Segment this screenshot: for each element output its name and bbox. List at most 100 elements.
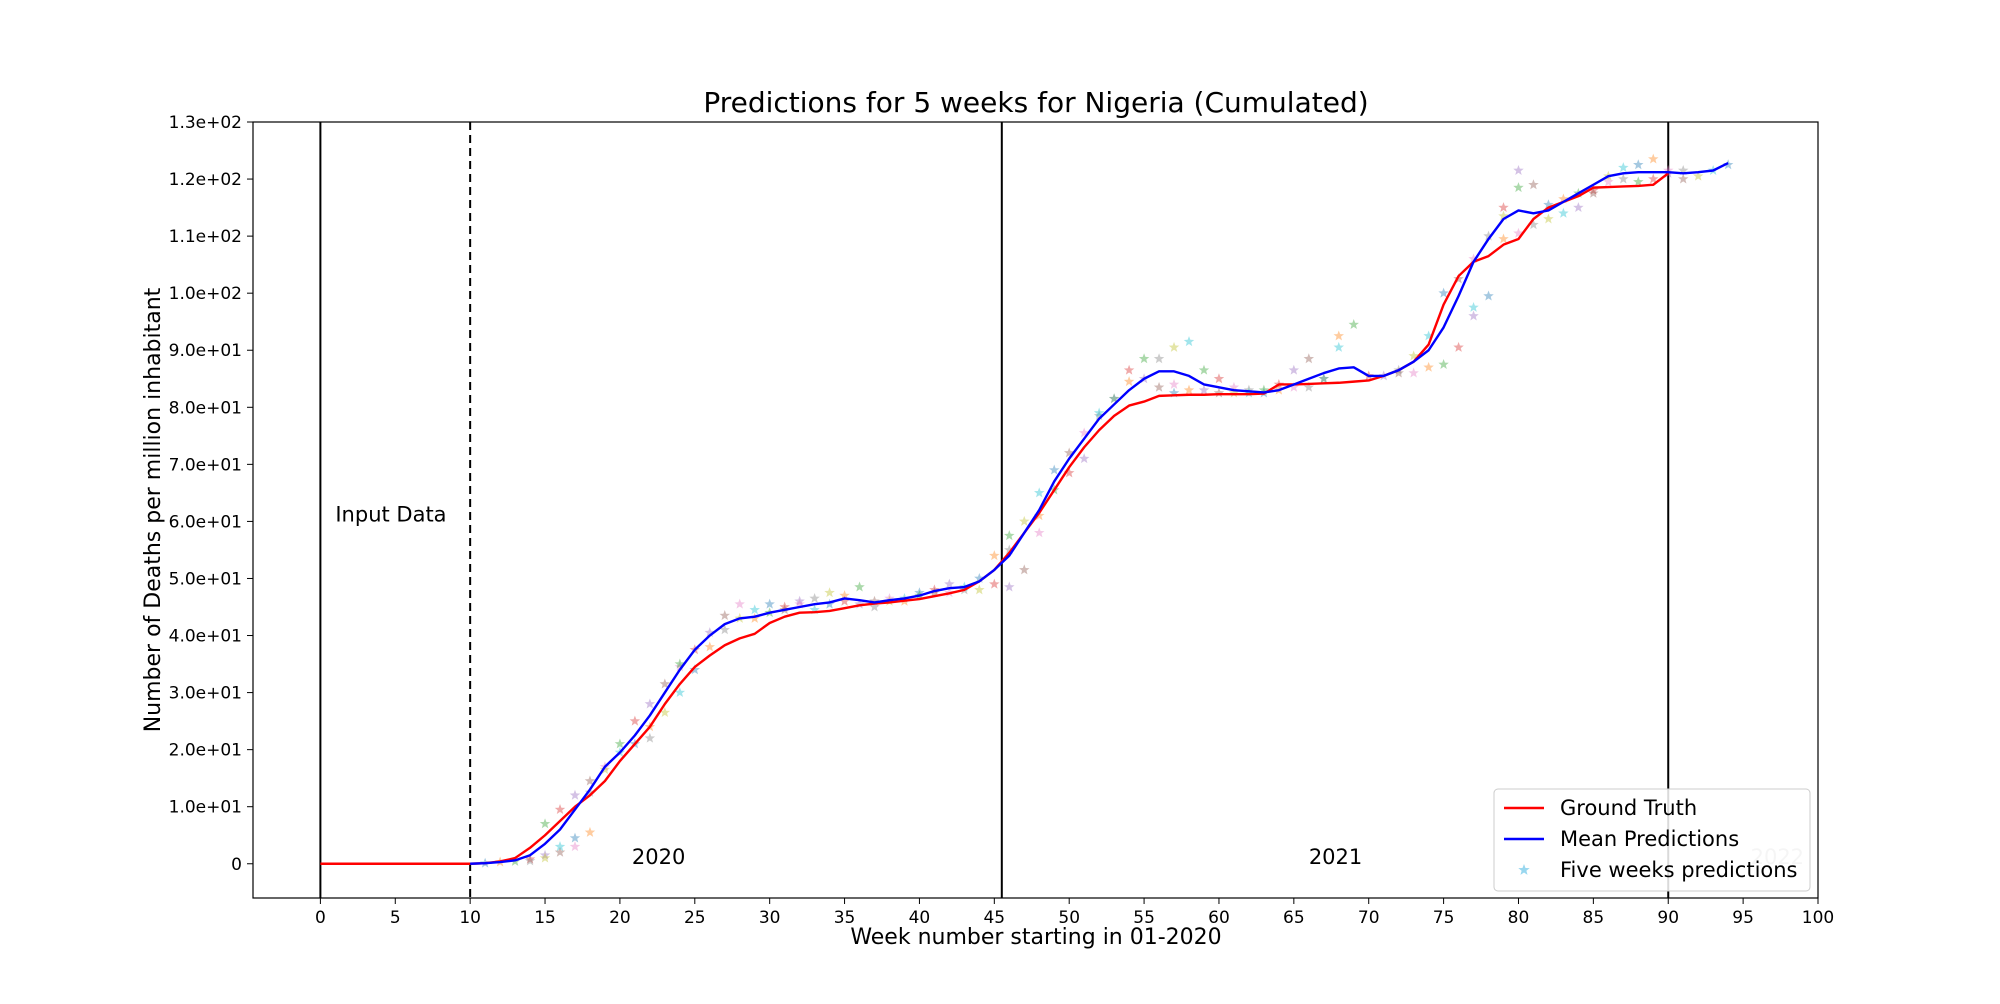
prediction-star-point xyxy=(1288,381,1300,392)
prediction-star-point xyxy=(1243,384,1255,395)
prediction-star-point xyxy=(1408,350,1419,361)
y-tick-label: 1.0e+02 xyxy=(169,284,242,304)
prediction-star-point xyxy=(914,587,925,598)
prediction-star-point xyxy=(1528,179,1539,190)
ground-truth-line xyxy=(320,172,1669,865)
x-tick-label: 0 xyxy=(315,908,326,928)
prediction-star-point xyxy=(1618,173,1629,184)
x-tick-label: 80 xyxy=(1508,908,1530,928)
prediction-star-point xyxy=(989,550,1000,561)
prediction-star-point xyxy=(1078,453,1090,464)
prediction-star-point xyxy=(704,627,715,638)
prediction-star-point xyxy=(1543,213,1554,224)
prediction-star-point xyxy=(599,764,611,775)
prediction-star-point xyxy=(1603,176,1614,187)
prediction-star-point xyxy=(824,587,835,598)
prediction-star-point xyxy=(524,855,536,866)
y-tick-label: 1.3e+02 xyxy=(169,113,242,133)
prediction-star-point xyxy=(1153,381,1165,392)
prediction-star-point xyxy=(1483,290,1494,301)
prediction-star-point xyxy=(569,789,581,800)
prediction-star-point xyxy=(884,592,895,603)
prediction-star-point xyxy=(1633,176,1644,187)
prediction-star-point xyxy=(1123,376,1135,387)
prediction-star-point xyxy=(1588,184,1599,195)
prediction-star-point xyxy=(1588,187,1599,198)
prediction-star-point xyxy=(944,578,955,589)
prediction-star-point xyxy=(689,664,701,675)
x-tick-label: 20 xyxy=(609,908,631,928)
prediction-star-point xyxy=(1228,381,1240,392)
prediction-star-point xyxy=(1648,173,1659,184)
prediction-star-point xyxy=(1513,165,1524,175)
prediction-star-point xyxy=(554,804,566,815)
prediction-star-point xyxy=(614,738,626,749)
prediction-star-point xyxy=(584,826,596,837)
prediction-star-point xyxy=(539,849,551,860)
x-tick-label: 5 xyxy=(390,908,401,928)
prediction-star-point xyxy=(1468,253,1479,264)
prediction-star-point xyxy=(674,661,686,672)
prediction-star-point xyxy=(629,715,641,726)
prediction-star-point xyxy=(524,853,536,864)
prediction-star-point xyxy=(719,610,730,621)
x-tick-label: 30 xyxy=(759,908,781,928)
prediction-star-point xyxy=(539,818,551,829)
prediction-star-point xyxy=(554,841,566,852)
legend-label: Ground Truth xyxy=(1560,796,1697,820)
y-tick-label: 8.0e+01 xyxy=(169,398,242,418)
mean-predictions-line xyxy=(470,162,1729,865)
plot-frame xyxy=(252,121,1819,899)
prediction-star-point xyxy=(704,641,715,652)
prediction-star-point xyxy=(1633,159,1644,170)
x-tick-label: 100 xyxy=(1802,908,1834,928)
prediction-star-point xyxy=(1228,387,1240,398)
y-axis-title: Number of Deaths per million inhabitant xyxy=(141,287,166,732)
x-tick-label: 15 xyxy=(534,908,556,928)
x-tick-label: 60 xyxy=(1208,908,1230,928)
prediction-star-point xyxy=(779,601,790,612)
y-tick-label: 1.2e+02 xyxy=(169,170,242,190)
prediction-star-point xyxy=(1019,515,1030,526)
prediction-star-point xyxy=(1078,427,1090,438)
prediction-star-point xyxy=(644,732,656,743)
prediction-star-point xyxy=(1004,530,1015,541)
prediction-star-point xyxy=(839,595,850,606)
x-tick-label: 95 xyxy=(1732,908,1754,928)
x-tick-label: 90 xyxy=(1657,908,1679,928)
prediction-star-point xyxy=(1438,287,1449,298)
y-tick-label: 9.0e+01 xyxy=(169,341,242,361)
prediction-star-point xyxy=(869,595,880,606)
prediction-star-point xyxy=(674,658,686,669)
prediction-star-point xyxy=(1408,367,1419,378)
x-axis-title: Week number starting in 01-2020 xyxy=(850,925,1221,950)
prediction-star-point xyxy=(974,584,985,595)
x-tick-label: 35 xyxy=(834,908,856,928)
prediction-star-point xyxy=(1498,233,1509,244)
prediction-star-point xyxy=(569,841,581,852)
prediction-star-point xyxy=(644,698,656,709)
chart-title: Predictions for 5 weeks for Nigeria (Cum… xyxy=(703,86,1368,119)
prediction-star-point xyxy=(1213,373,1225,384)
prediction-star-point xyxy=(1483,230,1494,241)
prediction-star-point xyxy=(569,832,581,843)
prediction-star-point xyxy=(1168,341,1180,352)
prediction-star-point xyxy=(809,592,820,603)
prediction-star-point xyxy=(659,707,671,718)
prediction-star-point xyxy=(1333,330,1344,341)
prediction-star-point xyxy=(1198,364,1210,375)
prediction-star-point xyxy=(1558,207,1569,218)
prediction-star-point xyxy=(1093,410,1105,421)
prediction-star-point xyxy=(1108,393,1120,404)
prediction-star-point xyxy=(1138,353,1150,364)
prediction-star-point xyxy=(929,584,940,595)
prediction-star-point xyxy=(1543,199,1554,210)
y-tick-label: 4.0e+01 xyxy=(169,627,242,647)
prediction-star-point xyxy=(1019,564,1030,575)
prediction-star-point xyxy=(1183,384,1195,395)
x-tick-label: 40 xyxy=(909,908,931,928)
x-tick-label: 25 xyxy=(684,908,706,928)
prediction-star-point xyxy=(1453,341,1464,352)
y-tick-label: 3.0e+01 xyxy=(169,684,242,704)
